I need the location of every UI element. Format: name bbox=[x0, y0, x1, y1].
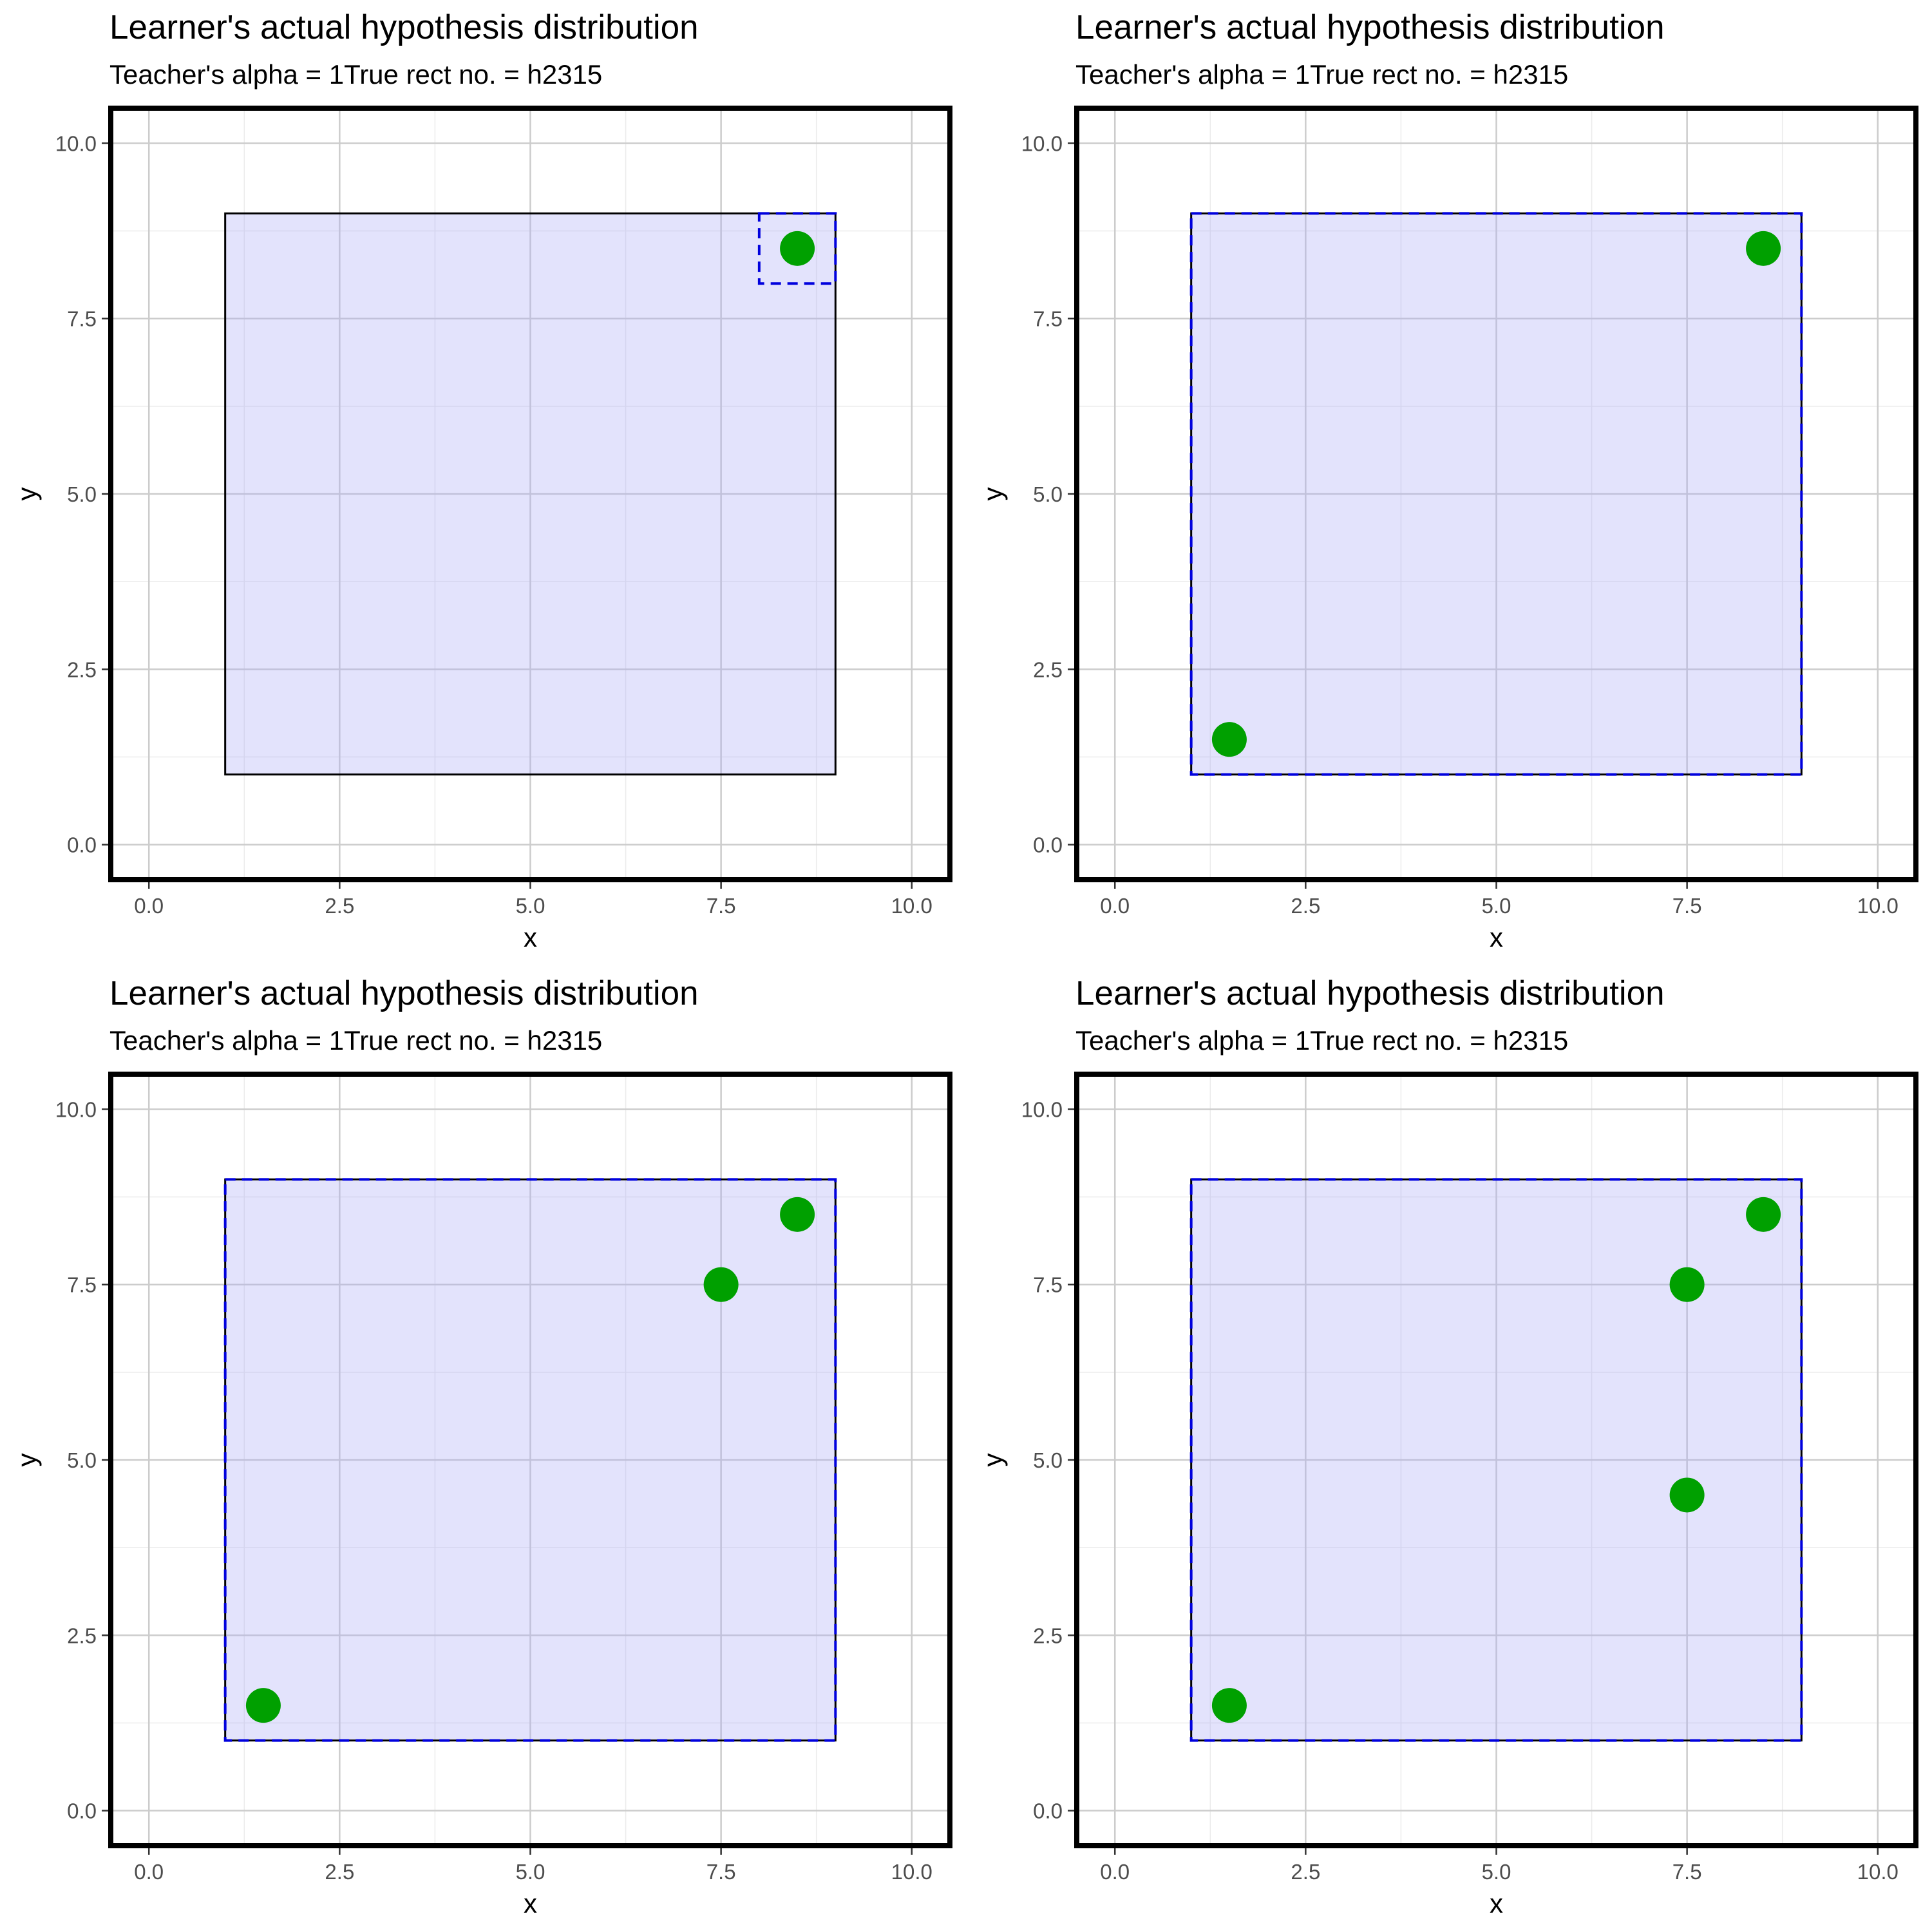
x-tick-label: 10.0 bbox=[1857, 894, 1899, 918]
data-point bbox=[780, 231, 815, 266]
x-tick-label: 5.0 bbox=[516, 894, 545, 918]
hypothesis-rectangle bbox=[1189, 1178, 1803, 1742]
y-tick-label: 10.0 bbox=[55, 1097, 97, 1121]
y-tick-label: 5.0 bbox=[67, 482, 97, 506]
y-tick-label: 7.5 bbox=[1033, 307, 1063, 331]
data-point bbox=[245, 1688, 281, 1723]
data-point bbox=[1746, 1197, 1781, 1232]
x-tick-label: 2.5 bbox=[1291, 1860, 1320, 1884]
chart-title: Learner's actual hypothesis distribution bbox=[109, 974, 699, 1012]
y-tick-label: 0.0 bbox=[67, 1799, 97, 1823]
x-axis-label: x bbox=[1490, 922, 1503, 952]
y-tick-label: 0.0 bbox=[1033, 1799, 1063, 1823]
true-rectangle bbox=[224, 1178, 837, 1742]
y-tick-label: 2.5 bbox=[67, 1624, 97, 1647]
chart-panel-1: Learner's actual hypothesis distribution… bbox=[12, 8, 952, 952]
x-tick-label: 0.0 bbox=[1100, 1860, 1130, 1884]
y-tick-label: 7.5 bbox=[1033, 1273, 1063, 1297]
y-tick-label: 10.0 bbox=[1021, 1097, 1063, 1121]
chart-panel-2: Learner's actual hypothesis distribution… bbox=[978, 8, 1918, 952]
x-tick-label: 0.0 bbox=[134, 894, 164, 918]
x-axis-label: x bbox=[524, 922, 537, 952]
chart-subtitle: Teacher's alpha = 1True rect no. = h2315 bbox=[1075, 1025, 1568, 1056]
data-point bbox=[780, 1197, 815, 1232]
y-tick-label: 7.5 bbox=[67, 307, 97, 331]
y-tick-label: 5.0 bbox=[1033, 1448, 1063, 1472]
data-point bbox=[1211, 1688, 1247, 1723]
chart-title: Learner's actual hypothesis distribution bbox=[109, 8, 699, 46]
y-axis-label: y bbox=[12, 1454, 42, 1467]
x-tick-label: 5.0 bbox=[516, 1860, 545, 1884]
y-tick-label: 10.0 bbox=[55, 131, 97, 155]
chart-title: Learner's actual hypothesis distribution bbox=[1075, 974, 1665, 1012]
data-point bbox=[1211, 722, 1247, 757]
x-tick-label: 7.5 bbox=[1672, 894, 1702, 918]
plot-border bbox=[108, 106, 952, 882]
chart-panel-3: Learner's actual hypothesis distribution… bbox=[12, 974, 952, 1918]
x-axis-label: x bbox=[524, 1888, 537, 1918]
y-tick-label: 10.0 bbox=[1021, 131, 1063, 155]
y-tick-label: 7.5 bbox=[67, 1273, 97, 1297]
chart-title: Learner's actual hypothesis distribution bbox=[1075, 8, 1665, 46]
x-tick-label: 10.0 bbox=[1857, 1860, 1899, 1884]
x-tick-label: 0.0 bbox=[1100, 894, 1130, 918]
plot-border bbox=[108, 1072, 952, 1848]
x-tick-label: 7.5 bbox=[1672, 1860, 1702, 1884]
true-rectangle bbox=[1190, 1178, 1803, 1742]
hypothesis-rectangle bbox=[1189, 212, 1803, 776]
x-tick-label: 2.5 bbox=[325, 1860, 354, 1884]
true-rectangle bbox=[224, 212, 837, 776]
chart-subtitle: Teacher's alpha = 1True rect no. = h2315 bbox=[1075, 59, 1568, 90]
y-tick-label: 2.5 bbox=[67, 658, 97, 681]
chart-subtitle: Teacher's alpha = 1True rect no. = h2315 bbox=[109, 1025, 602, 1056]
x-tick-label: 2.5 bbox=[325, 894, 354, 918]
y-axis-label: y bbox=[978, 1454, 1008, 1467]
x-tick-label: 10.0 bbox=[891, 1860, 933, 1884]
chart-panel-4: Learner's actual hypothesis distribution… bbox=[978, 974, 1918, 1918]
y-tick-label: 2.5 bbox=[1033, 658, 1063, 681]
y-tick-label: 2.5 bbox=[1033, 1624, 1063, 1647]
x-tick-label: 7.5 bbox=[706, 894, 736, 918]
x-tick-label: 10.0 bbox=[891, 894, 933, 918]
data-point bbox=[1746, 231, 1781, 266]
true-rectangle bbox=[1190, 212, 1803, 776]
y-tick-label: 0.0 bbox=[1033, 833, 1063, 857]
x-tick-label: 0.0 bbox=[134, 1860, 164, 1884]
data-point bbox=[1669, 1477, 1705, 1513]
hypothesis-rectangle bbox=[223, 1178, 837, 1742]
data-point bbox=[1669, 1267, 1705, 1302]
y-axis-label: y bbox=[12, 488, 42, 501]
y-axis-label: y bbox=[978, 488, 1008, 501]
chart-subtitle: Teacher's alpha = 1True rect no. = h2315 bbox=[109, 59, 602, 90]
plot-border bbox=[1074, 106, 1918, 882]
x-tick-label: 5.0 bbox=[1482, 1860, 1511, 1884]
x-tick-label: 2.5 bbox=[1291, 894, 1320, 918]
hypothesis-rectangle bbox=[757, 212, 837, 285]
plot-border bbox=[1074, 1072, 1918, 1848]
x-tick-label: 5.0 bbox=[1482, 894, 1511, 918]
data-point bbox=[703, 1267, 739, 1302]
x-tick-label: 7.5 bbox=[706, 1860, 736, 1884]
y-tick-label: 0.0 bbox=[67, 833, 97, 857]
y-tick-label: 5.0 bbox=[1033, 482, 1063, 506]
x-axis-label: x bbox=[1490, 1888, 1503, 1918]
y-tick-label: 5.0 bbox=[67, 1448, 97, 1472]
